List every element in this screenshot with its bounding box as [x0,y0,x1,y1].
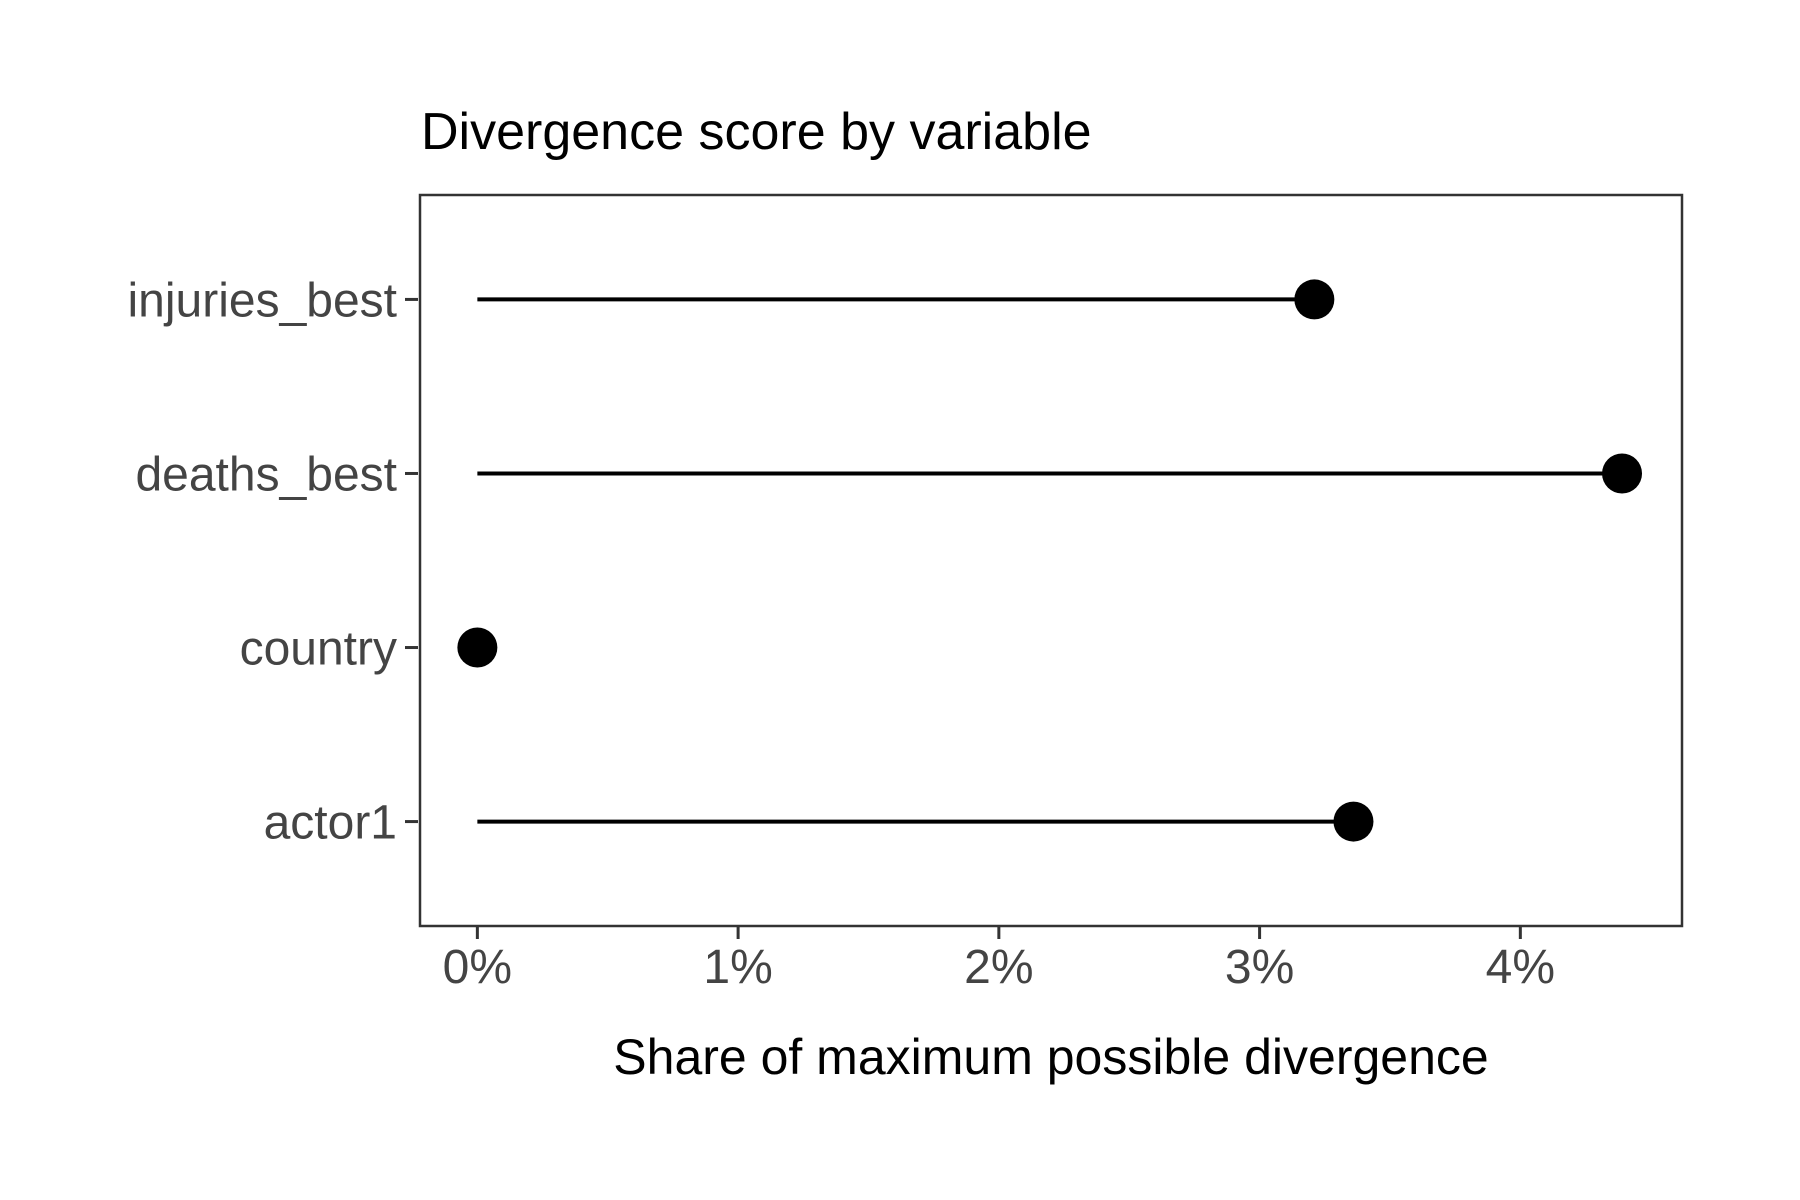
x-axis-tick-label: 1% [703,941,772,994]
chart-title: Divergence score by variable [421,103,1092,161]
y-axis-label-deaths_best: deaths_best [135,448,397,501]
y-axis-label-country: country [240,623,397,676]
x-axis-tick-label: 4% [1486,941,1555,994]
x-axis-tick-label: 2% [964,941,1033,994]
x-axis-title: Share of maximum possible divergence [613,1029,1489,1085]
x-axis-tick-label: 3% [1225,941,1294,994]
y-axis-label-actor1: actor1 [264,797,397,850]
data-point-actor1 [1333,801,1374,842]
panel-border [418,193,1684,928]
data-point-country [457,627,498,668]
y-axis-label-injuries_best: injuries_best [128,274,397,327]
data-point-injuries_best [1294,279,1335,320]
data-point-deaths_best [1602,453,1643,494]
x-axis-tick-label: 0% [443,941,512,994]
